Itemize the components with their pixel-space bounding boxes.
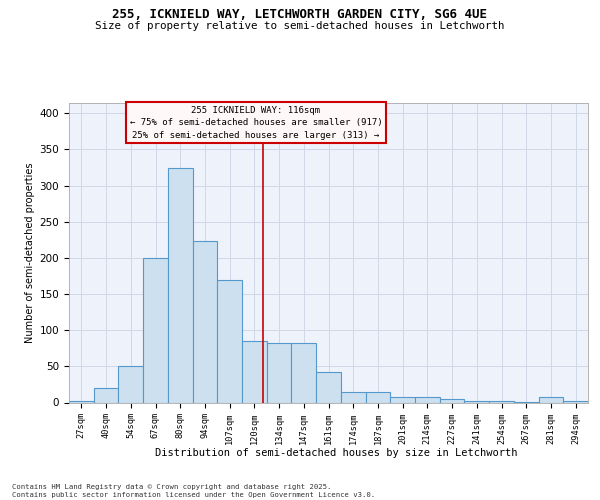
- Text: 255 ICKNIELD WAY: 116sqm
← 75% of semi-detached houses are smaller (917)
25% of : 255 ICKNIELD WAY: 116sqm ← 75% of semi-d…: [130, 106, 382, 140]
- Bar: [267, 343, 292, 402]
- Text: 255, ICKNIELD WAY, LETCHWORTH GARDEN CITY, SG6 4UE: 255, ICKNIELD WAY, LETCHWORTH GARDEN CIT…: [113, 8, 487, 20]
- Bar: [539, 396, 563, 402]
- Bar: [415, 398, 440, 402]
- Bar: [365, 392, 390, 402]
- Bar: [69, 401, 94, 402]
- Bar: [341, 392, 365, 402]
- Bar: [118, 366, 143, 402]
- Bar: [464, 401, 489, 402]
- Text: Size of property relative to semi-detached houses in Letchworth: Size of property relative to semi-detach…: [95, 21, 505, 31]
- Bar: [193, 242, 217, 402]
- Text: Distribution of semi-detached houses by size in Letchworth: Distribution of semi-detached houses by …: [155, 448, 517, 458]
- Text: Contains HM Land Registry data © Crown copyright and database right 2025.
Contai: Contains HM Land Registry data © Crown c…: [12, 484, 375, 498]
- Bar: [217, 280, 242, 402]
- Bar: [143, 258, 168, 402]
- Bar: [440, 399, 464, 402]
- Y-axis label: Number of semi-detached properties: Number of semi-detached properties: [25, 162, 35, 343]
- Bar: [316, 372, 341, 402]
- Bar: [563, 401, 588, 402]
- Bar: [94, 388, 118, 402]
- Bar: [242, 341, 267, 402]
- Bar: [390, 398, 415, 402]
- Bar: [292, 343, 316, 402]
- Bar: [489, 401, 514, 402]
- Bar: [168, 168, 193, 402]
